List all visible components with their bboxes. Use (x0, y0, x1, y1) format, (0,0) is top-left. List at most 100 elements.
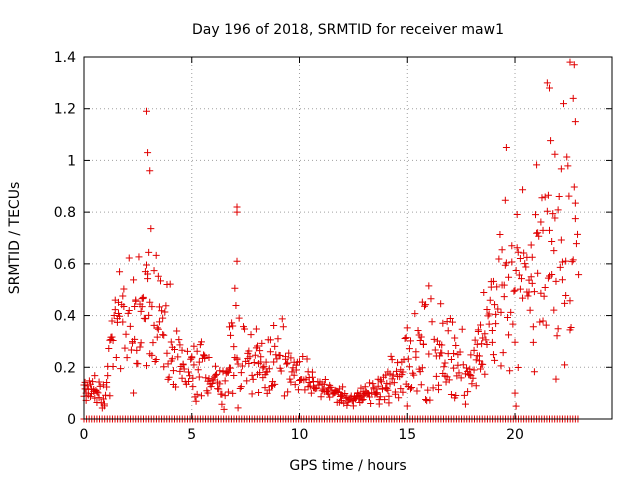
data-point (126, 322, 134, 330)
data-point (549, 210, 557, 218)
data-point (125, 254, 133, 262)
data-point (267, 382, 275, 390)
data-point (454, 361, 462, 369)
chart-title: Day 196 of 2018, SRMTID for receiver maw… (192, 22, 504, 38)
data-point (339, 383, 347, 391)
data-point (494, 305, 502, 313)
data-point (482, 336, 490, 344)
data-point (403, 324, 411, 332)
data-point (405, 363, 413, 371)
data-point (149, 339, 157, 347)
data-point (124, 309, 132, 317)
data-point (528, 279, 536, 287)
data-points (80, 58, 583, 423)
data-point (135, 253, 143, 261)
x-tick-label: 10 (291, 427, 309, 443)
data-point (496, 230, 504, 238)
data-point (366, 379, 374, 387)
data-point (137, 339, 145, 347)
data-point (305, 378, 313, 386)
data-point (294, 386, 302, 394)
data-point (225, 323, 233, 331)
data-point (497, 308, 505, 316)
data-point (158, 307, 166, 315)
data-point (450, 350, 458, 358)
data-point (508, 242, 516, 250)
data-point (552, 277, 560, 285)
data-point (547, 137, 555, 145)
data-point (320, 380, 328, 388)
data-point (83, 382, 91, 390)
data-point (481, 370, 489, 378)
data-point (251, 351, 259, 359)
data-point (399, 368, 407, 376)
data-point (274, 335, 282, 343)
data-point (558, 276, 566, 284)
y-axis-label: SRMTID / TECUs (7, 182, 23, 295)
data-point (163, 349, 171, 357)
data-point (250, 358, 258, 366)
data-point (391, 388, 399, 396)
data-point (302, 375, 310, 383)
data-point (536, 318, 544, 326)
data-point (535, 232, 543, 240)
data-point (292, 361, 300, 369)
data-point (172, 383, 180, 391)
data-point (112, 353, 120, 361)
data-point (306, 382, 314, 390)
data-point (526, 306, 534, 314)
data-point (483, 340, 491, 348)
y-tick-label: 0 (67, 412, 76, 428)
data-point (548, 238, 556, 246)
data-point (185, 368, 193, 376)
data-point (520, 249, 528, 257)
data-point (95, 394, 103, 402)
data-point (188, 354, 196, 362)
data-point (502, 259, 510, 267)
data-point (546, 84, 554, 92)
data-point (106, 392, 114, 400)
data-point (485, 320, 493, 328)
data-point (456, 348, 464, 356)
data-point (390, 379, 398, 387)
data-point (406, 337, 414, 345)
data-point (227, 364, 235, 372)
data-point (128, 339, 136, 347)
data-point (91, 394, 99, 402)
x-tick-labels: 0 5 10 15 20 (80, 427, 524, 443)
data-point (270, 322, 278, 330)
data-point (299, 353, 307, 361)
data-point (419, 341, 427, 349)
data-point (171, 345, 179, 353)
data-point (566, 58, 574, 66)
data-point (277, 367, 285, 375)
data-point (544, 191, 552, 199)
data-point (470, 366, 478, 374)
data-point (343, 401, 351, 409)
data-point (424, 386, 432, 394)
data-point (512, 402, 520, 410)
data-point (176, 341, 184, 349)
data-point (148, 303, 156, 311)
data-point (466, 365, 474, 373)
data-point (197, 338, 205, 346)
data-point (194, 366, 202, 374)
data-point (416, 368, 424, 376)
data-point (190, 361, 198, 369)
data-point (516, 254, 524, 262)
data-point (152, 355, 160, 363)
data-point (509, 320, 517, 328)
data-point (575, 271, 583, 279)
data-point (450, 364, 458, 372)
data-point (555, 193, 563, 201)
data-point (136, 343, 144, 351)
data-point (546, 226, 554, 234)
data-point (109, 362, 117, 370)
data-point (308, 368, 316, 376)
data-point (481, 330, 489, 338)
data-point (499, 349, 507, 357)
data-point (205, 353, 213, 361)
data-point (426, 396, 434, 404)
data-point (109, 337, 117, 345)
data-point (153, 324, 161, 332)
